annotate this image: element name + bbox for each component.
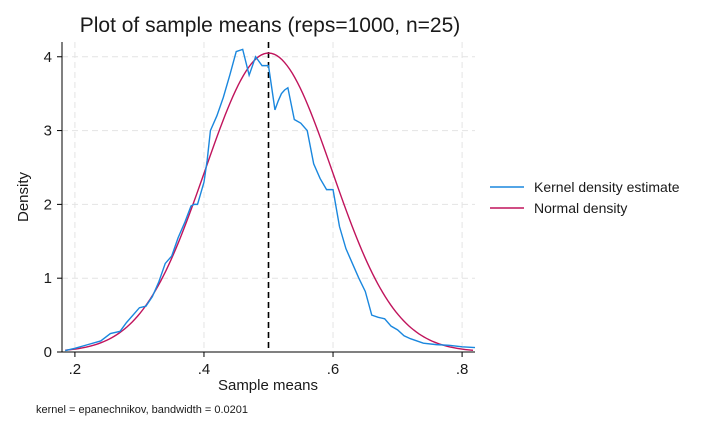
axes (61, 42, 475, 353)
x-ticks: .2 .4 .6 .8 (69, 352, 469, 378)
x-tick-label: .4 (198, 361, 211, 378)
y-tick-label: 0 (44, 344, 52, 361)
x-tick-label: .6 (327, 361, 340, 378)
y-tick-label: 2 (44, 196, 52, 213)
y-tick-label: 4 (44, 49, 52, 66)
y-axis-title: Density (15, 171, 32, 222)
x-tick-label: .2 (69, 361, 82, 378)
x-axis-title: Sample means (218, 377, 318, 394)
y-ticks: 0 1 2 3 4 (44, 49, 62, 361)
y-tick-label: 1 (44, 270, 52, 287)
y-tick-label: 3 (44, 123, 52, 140)
series-normal-density (65, 52, 474, 352)
chart-title: Plot of sample means (reps=1000, n=25) (80, 14, 461, 37)
x-tick-label: .8 (456, 361, 469, 378)
legend-label-kernel-density: Kernel density estimate (534, 179, 680, 195)
legend: Kernel density estimate Normal density (490, 179, 680, 216)
legend-label-normal-density: Normal density (534, 200, 627, 216)
chart-note: kernel = epanechnikov, bandwidth = 0.020… (36, 404, 248, 416)
series-kernel-density (65, 48, 476, 352)
